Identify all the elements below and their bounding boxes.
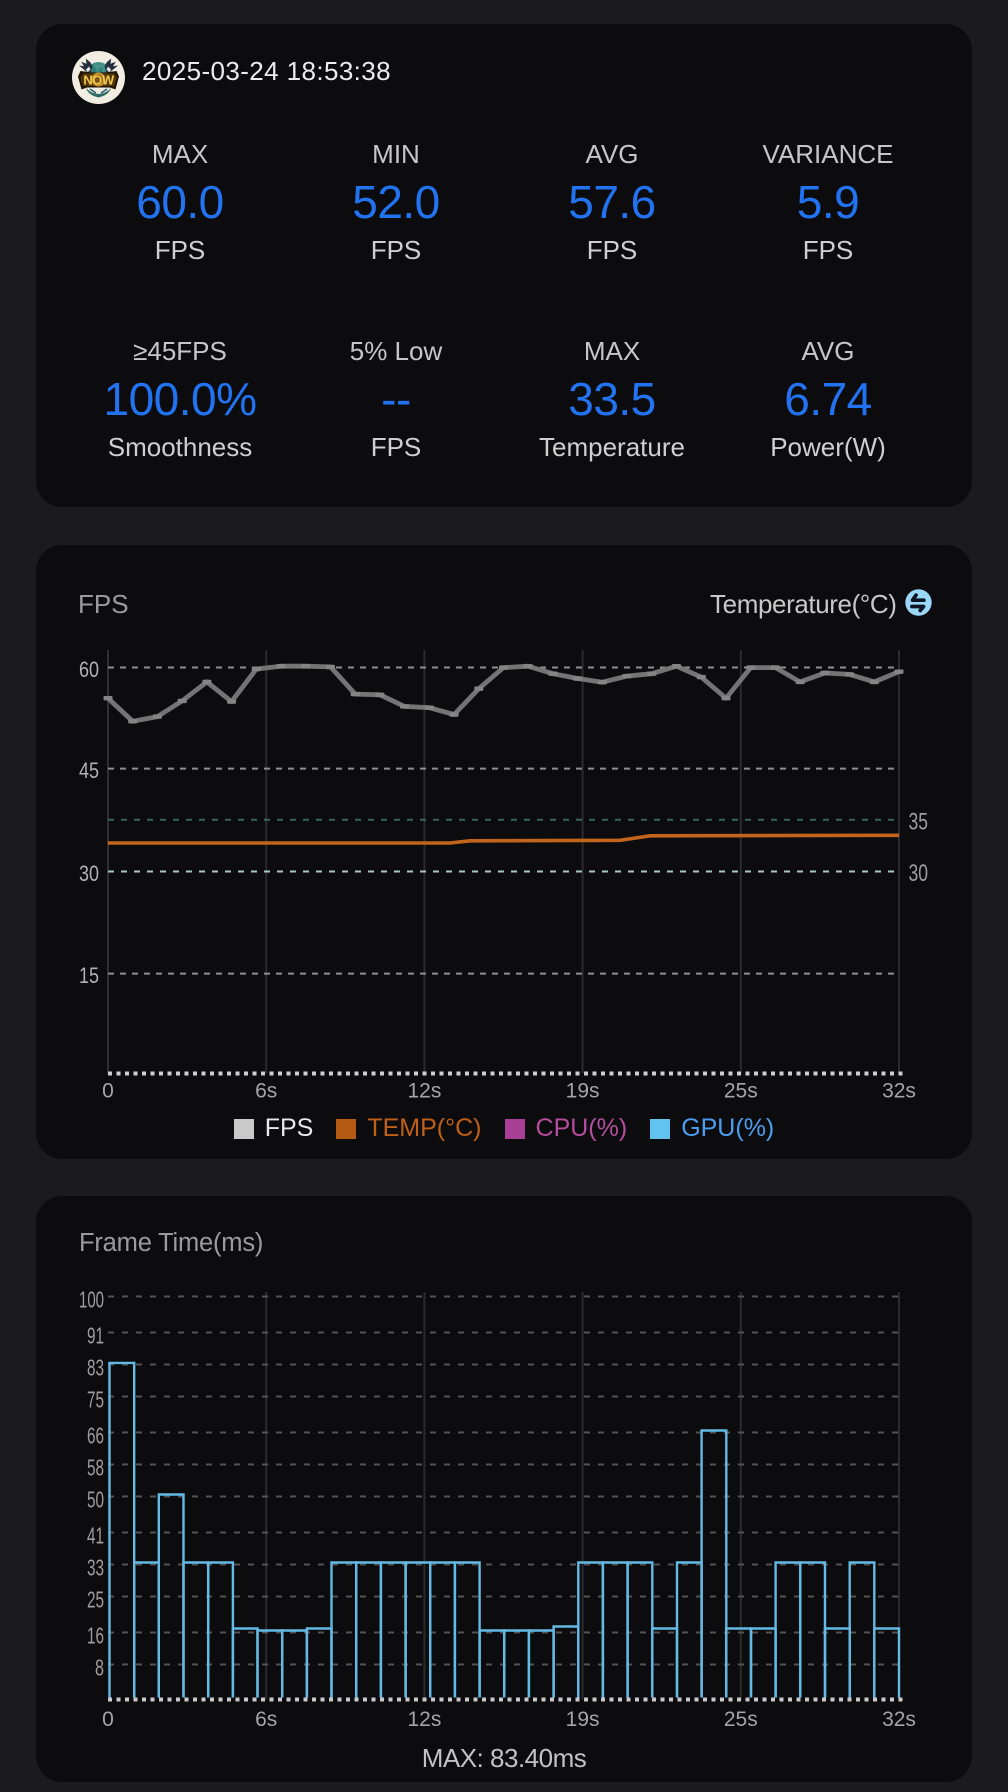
svg-text:45: 45	[79, 758, 99, 783]
svg-text:35: 35	[909, 808, 929, 835]
svg-text:83: 83	[87, 1355, 104, 1381]
svg-text:100: 100	[79, 1287, 104, 1313]
svg-text:75: 75	[87, 1387, 104, 1413]
svg-text:15: 15	[79, 963, 99, 988]
svg-text:19s: 19s	[566, 1708, 600, 1731]
svg-text:50: 50	[87, 1487, 104, 1513]
svg-text:NOW: NOW	[83, 72, 115, 87]
svg-text:41: 41	[87, 1523, 104, 1549]
svg-text:25: 25	[87, 1587, 104, 1613]
svg-text:66: 66	[87, 1423, 104, 1449]
svg-text:16: 16	[87, 1623, 104, 1649]
svg-text:8: 8	[95, 1655, 104, 1681]
svg-text:0: 0	[102, 1708, 114, 1731]
svg-text:32s: 32s	[882, 1708, 916, 1731]
svg-text:19s: 19s	[566, 1080, 600, 1103]
svg-text:25s: 25s	[724, 1080, 758, 1103]
svg-text:6s: 6s	[255, 1708, 277, 1731]
svg-text:6s: 6s	[255, 1080, 277, 1103]
svg-text:12s: 12s	[407, 1708, 441, 1731]
svg-text:30: 30	[79, 861, 99, 886]
svg-text:12s: 12s	[407, 1080, 441, 1103]
svg-text:91: 91	[87, 1323, 104, 1349]
svg-text:30: 30	[909, 860, 929, 887]
svg-text:33: 33	[87, 1555, 104, 1581]
svg-text:0: 0	[102, 1080, 114, 1103]
svg-text:25s: 25s	[724, 1708, 758, 1731]
svg-text:60: 60	[79, 657, 99, 682]
svg-text:58: 58	[87, 1455, 104, 1481]
svg-text:32s: 32s	[882, 1080, 916, 1103]
